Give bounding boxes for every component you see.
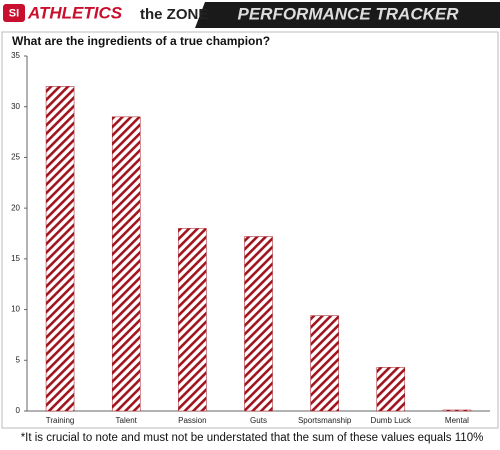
bar (376, 367, 406, 412)
brand: ATHLETICS (27, 3, 123, 22)
y-tick-label: 20 (11, 203, 20, 212)
bar (442, 409, 472, 412)
bar (45, 86, 75, 412)
x-tick-label: Talent (116, 416, 138, 425)
section: the ZONE (140, 6, 208, 23)
y-tick-label: 25 (11, 153, 20, 162)
y-tick-label: 0 (16, 406, 21, 415)
y-tick-label: 15 (11, 254, 20, 263)
y-tick-label: 30 (11, 102, 20, 111)
y-tick-label: 5 (16, 355, 21, 364)
x-tick-label: Guts (250, 416, 267, 425)
y-tick-label: 35 (11, 51, 20, 60)
y-tick-label: 10 (11, 305, 20, 314)
brand-logo (3, 4, 25, 22)
footnote: *It is crucial to note and must not be u… (21, 432, 484, 444)
bar (310, 315, 339, 412)
bar (111, 116, 141, 412)
chart-title: What are the ingredients of a true champ… (12, 34, 270, 48)
chart-frame (1, 31, 499, 429)
x-tick-label: Mental (445, 416, 469, 425)
bar (178, 228, 207, 412)
banner: PERFORMANCE TRACKER (238, 4, 460, 23)
bar (244, 236, 273, 412)
banner-bg (195, 2, 500, 28)
x-tick-label: Sportsmanship (298, 416, 352, 425)
x-tick-label: Passion (178, 416, 206, 425)
logo-mark: SI (9, 7, 19, 19)
x-tick-label: Dumb Luck (371, 416, 412, 425)
x-tick-label: Training (46, 416, 75, 425)
